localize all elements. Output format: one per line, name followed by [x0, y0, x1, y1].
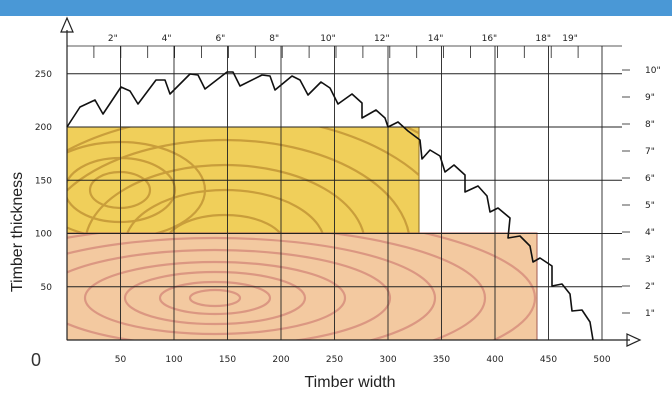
x-tick-label: 150 — [219, 355, 236, 365]
grid-lines — [67, 46, 622, 340]
right-inch-ruler: 1" 2" 3" 4" 5" 6" 7" 8" 9" 10" — [622, 66, 661, 319]
right-inch-label: 5" — [645, 201, 655, 211]
top-inch-label: 10" — [320, 34, 336, 44]
top-inch-label: 16" — [482, 34, 498, 44]
x-tick-label: 300 — [379, 355, 396, 365]
right-inch-label: 9" — [645, 93, 655, 103]
right-inch-label: 4" — [645, 228, 655, 238]
right-inch-label: 2" — [645, 282, 655, 292]
x-tick-label: 250 — [326, 355, 343, 365]
y-tick-label: 100 — [35, 230, 52, 240]
lower-plank — [66, 232, 538, 341]
x-tick-label: 400 — [486, 355, 503, 365]
x-tick-label: 50 — [115, 355, 127, 365]
x-tick-label: 500 — [593, 355, 610, 365]
y-tick-labels: 50 100 150 200 250 — [35, 70, 52, 293]
right-inch-label: 8" — [645, 120, 655, 130]
top-inch-label: 6" — [215, 34, 225, 44]
right-inch-label: 10" — [645, 66, 661, 76]
x-tick-label: 450 — [540, 355, 557, 365]
y-tick-label: 150 — [35, 176, 52, 186]
top-inch-label: 19" — [562, 34, 578, 44]
right-inch-label: 1" — [645, 309, 655, 319]
y-tick-label: 50 — [41, 283, 53, 293]
x-tick-label: 350 — [433, 355, 450, 365]
top-inch-label: 4" — [162, 34, 172, 44]
x-axis-title: Timber width — [305, 374, 396, 391]
x-tick-label: 100 — [165, 355, 182, 365]
top-inch-label: 2" — [108, 34, 118, 44]
top-inch-label: 18" — [535, 34, 551, 44]
top-inch-label: 12" — [374, 34, 390, 44]
saw-blade-outline — [66, 71, 594, 341]
x-tick-labels: 50 100 150 200 250 300 350 400 450 500 — [115, 355, 611, 365]
top-inch-label: 14" — [428, 34, 444, 44]
y-axis — [60, 16, 74, 340]
origin-label: 0 — [31, 350, 41, 370]
top-inch-ruler: 2" 4" 6" 8" 10" 12" 14" 16" 18" 19" — [67, 34, 622, 58]
top-bar — [0, 0, 672, 16]
right-inch-label: 3" — [645, 255, 655, 265]
right-inch-label: 6" — [645, 174, 655, 184]
y-tick-label: 200 — [35, 123, 52, 133]
top-inch-label: 8" — [269, 34, 279, 44]
x-tick-label: 200 — [272, 355, 289, 365]
y-axis-title: Timber thickness — [9, 172, 26, 292]
y-tick-label: 250 — [35, 70, 52, 80]
x-axis — [67, 333, 642, 347]
right-inch-label: 7" — [645, 147, 655, 157]
